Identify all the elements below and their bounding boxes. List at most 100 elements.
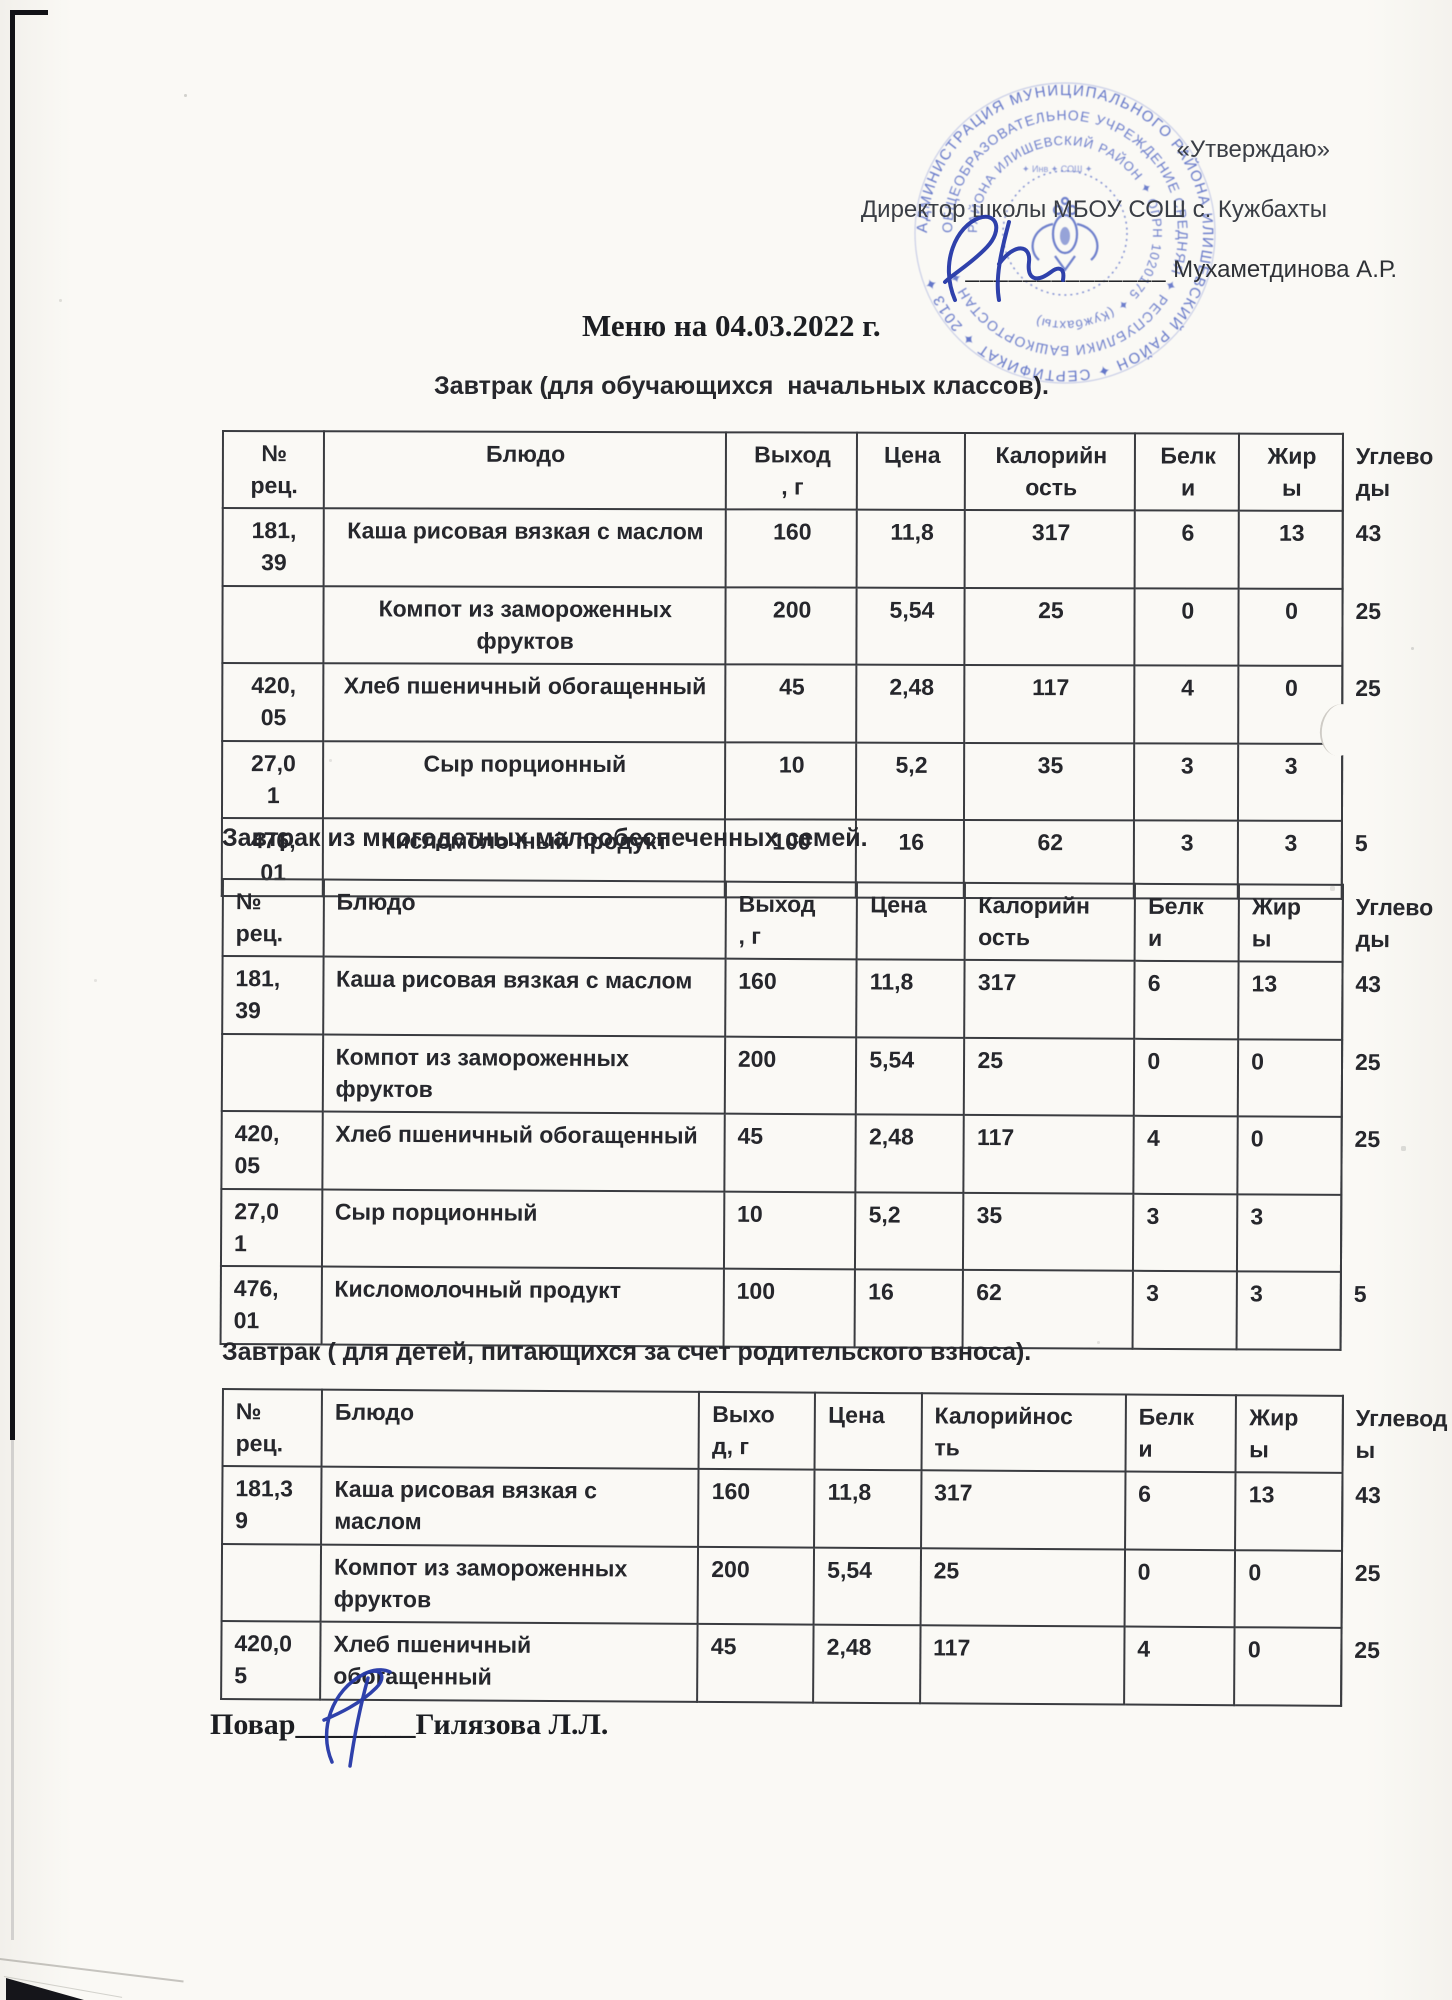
table-cell: 0 — [1134, 588, 1239, 667]
table-row: 181, 39 Каша рисовая вязкая с маслом 160 11… — [222, 508, 1381, 589]
header-cell: Блюдо — [323, 431, 726, 510]
table-cell: 0 — [1124, 1549, 1236, 1628]
header-cell: Блюдо — [323, 879, 726, 960]
table-row: 27,0 1 Сыр порционный 10 5,2 35 3 3 — [220, 1188, 1342, 1273]
section-caption-parent-fee: Завтрак ( для детей, питающихся за счет … — [222, 1338, 1032, 1366]
table-cell: 181,3 9 — [222, 1466, 322, 1545]
table-cell: 200 — [697, 1546, 815, 1626]
director-handwritten-signature — [943, 214, 1066, 302]
table-cell: Хлеб пшеничный обогащенный — [321, 1111, 725, 1192]
table-cell: 4 — [1134, 665, 1239, 744]
table-cell: 420, 05 — [222, 663, 323, 742]
section-caption-primary-classes: Завтрак (для обучающихся начальных класс… — [434, 372, 1049, 400]
table-cell: 100 — [723, 1268, 856, 1348]
table-cell: 27,0 1 — [221, 740, 323, 819]
table-cell: 25 — [920, 1548, 1125, 1627]
header-cell: Калорийн ость — [965, 432, 1136, 511]
scan-edge-artifact — [10, 10, 48, 1940]
table-cell: 10 — [724, 742, 857, 821]
document-title: Меню на 04.03.2022 г. — [582, 308, 881, 343]
table-cell: Хлеб пшеничный обогащенный — [322, 663, 726, 743]
table-cell: 3 — [1237, 1194, 1342, 1273]
table-cell: 0 — [1238, 588, 1343, 667]
table-cell: Каша рисовая вязкая с маслом — [322, 956, 726, 1037]
table-cell: 35 — [963, 1192, 1134, 1272]
header-cell: Цена — [814, 1392, 922, 1471]
table-cell: 317 — [964, 960, 1135, 1039]
header-row: № рец. Блюдо Выход , г Цена Калорийн ость Бел… — [222, 431, 1433, 512]
table-cell: 0 — [1237, 1039, 1343, 1118]
table-cell: Компот из замороженных фруктов — [322, 1034, 726, 1115]
table-row: 181, 39 Каша рисовая вязкая с маслом 160 11… — [222, 956, 1381, 1040]
table-cell: 181, 39 — [222, 508, 324, 587]
table-cell: 2,48 — [856, 665, 965, 743]
table-cell: 117 — [964, 665, 1135, 744]
stamp-eagle-emblem — [1031, 196, 1099, 272]
header-cell: Цена — [856, 882, 966, 961]
menu-table-large-families: № рец. Блюдо Выход , г Цена Калорийн ость Бел… — [220, 878, 1433, 1351]
table-cell: 4 — [1123, 1626, 1236, 1706]
table-cell: 317 — [965, 510, 1136, 589]
table-cell: 0 — [1237, 1116, 1342, 1195]
table-cell: Компот из замороженных фруктов — [322, 586, 726, 665]
table-cell: 6 — [1124, 1471, 1236, 1551]
table-cell: 117 — [963, 1115, 1135, 1194]
table-cell: 45 — [697, 1624, 814, 1703]
table-cell: 5,54 — [856, 587, 966, 666]
table-cell: 10 — [723, 1191, 856, 1270]
stamp-micro-text: ✦ Инв ✦ СОШ ✦ — [1022, 164, 1093, 174]
table-cell: 13 — [1235, 1472, 1343, 1551]
header-cell: Калорийнос ть — [921, 1393, 1126, 1472]
director-name: Мухаметдинова А.Р. — [1166, 256, 1397, 283]
table-cell: 117 — [919, 1625, 1125, 1705]
table-cell: 25 — [1341, 1550, 1381, 1629]
table-cell: 11,8 — [814, 1470, 922, 1549]
stamp-dotted-circle — [1002, 170, 1128, 296]
table-cell: 0 — [1234, 1627, 1342, 1706]
table-cell: 0 — [1235, 1550, 1342, 1629]
table-row: Компот из замороженных фруктов 200 5,54 25 0… — [222, 585, 1381, 667]
table-cell: 160 — [725, 509, 858, 588]
table-cell: 35 — [964, 742, 1135, 821]
table-cell: 13 — [1238, 511, 1343, 589]
table-cell: 2,48 — [813, 1625, 921, 1704]
table-cell: 2,48 — [855, 1114, 965, 1193]
header-cell: № рец. — [222, 1389, 323, 1468]
table-cell: 45 — [725, 664, 857, 743]
table-cell: 3 — [1238, 743, 1343, 822]
header-cell: Калорийн ость — [965, 882, 1136, 962]
table-cell: 5,2 — [856, 742, 965, 821]
header-cell: Белк и — [1125, 1394, 1237, 1473]
table-cell: 181, 39 — [222, 956, 324, 1035]
table-cell: 5,54 — [856, 1037, 965, 1116]
table-cell: 11,8 — [856, 959, 966, 1038]
header-cell: № рец. — [222, 879, 324, 957]
table-cell: 0 — [1134, 1038, 1239, 1117]
table-cell: 43 — [1341, 1473, 1381, 1551]
stamp-outer-circle — [914, 82, 1216, 384]
table-cell: 200 — [725, 587, 857, 666]
cook-label: Повар — [210, 1708, 296, 1741]
header-cell: Жир ы — [1235, 1395, 1343, 1474]
table-cell — [221, 1033, 323, 1112]
header-cell: Белк и — [1134, 883, 1240, 962]
table-cell: 45 — [724, 1114, 857, 1193]
table-cell: 11,8 — [856, 510, 966, 588]
table-cell: 25 — [964, 587, 1135, 666]
table-cell: Сыр порционный — [322, 741, 726, 820]
table-cell: Компот из замороженных фруктов — [320, 1544, 699, 1625]
header-cell: Белк и — [1135, 433, 1240, 512]
table-cell: 27,0 1 — [220, 1188, 322, 1267]
header-cell: Цена — [857, 432, 966, 511]
table-cell: 5,54 — [813, 1547, 921, 1626]
cook-name: Гилязова Л.Л. — [415, 1708, 609, 1741]
cook-handwritten-signature — [322, 1668, 392, 1768]
table-cell: 160 — [698, 1469, 815, 1548]
table-cell: 25 — [964, 1037, 1135, 1117]
table-cell: Каша рисовая вязкая с маслом — [321, 1467, 699, 1547]
table-cell: Каша рисовая вязкая с маслом — [323, 508, 726, 588]
table-cell: 420, 05 — [221, 1111, 323, 1190]
table-cell: 3 — [1133, 1193, 1238, 1272]
table-cell: 6 — [1134, 510, 1239, 589]
